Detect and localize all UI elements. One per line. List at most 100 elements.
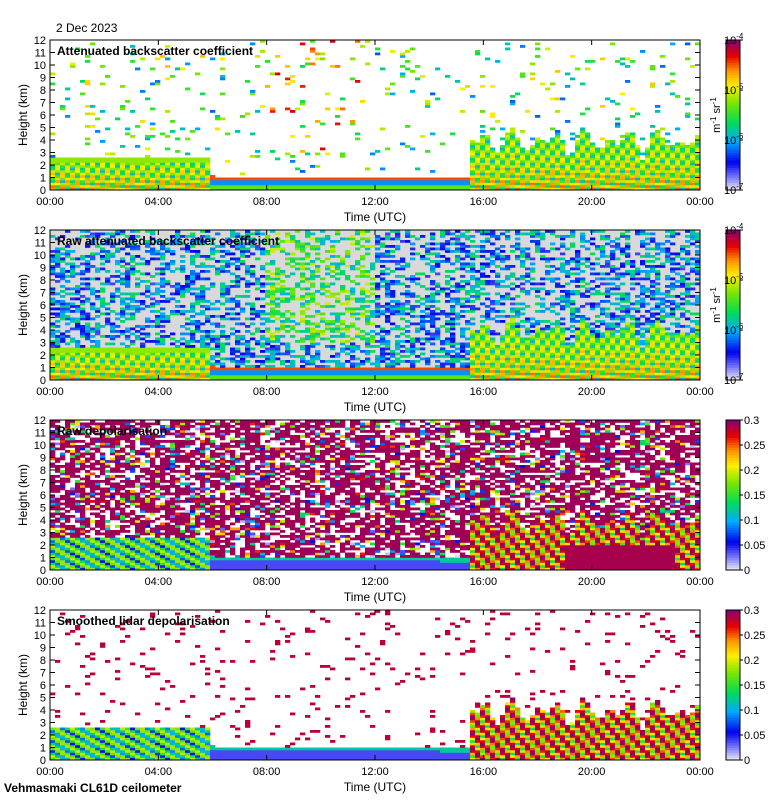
- y-tick-label: 5: [40, 123, 46, 135]
- x-tick-label: 12:00: [361, 576, 389, 588]
- x-tick-label: 12:00: [361, 766, 389, 778]
- y-tick-label: 9: [40, 453, 46, 465]
- x-tick-label: 04:00: [145, 386, 173, 398]
- y-tick-label: 3: [40, 718, 46, 730]
- x-tick-label: 12:00: [361, 196, 389, 208]
- colorbar-label: 0.1: [744, 515, 759, 527]
- colorbar-label: 0.3: [744, 415, 759, 427]
- colorbar-label: 0.2: [744, 465, 759, 477]
- x-tick-label: 04:00: [145, 766, 173, 778]
- colorbar-label: 10-5: [724, 272, 744, 287]
- x-axis-label: Time (UTC): [344, 780, 406, 794]
- y-tick-label: 10: [34, 440, 46, 452]
- colorbar-label: 10-7: [724, 372, 744, 387]
- x-tick-label: 00:00: [686, 766, 714, 778]
- x-axis-label: Time (UTC): [344, 590, 406, 604]
- colorbar-label: 0: [744, 565, 750, 577]
- y-tick-label: 6: [40, 680, 46, 692]
- colorbar-label: 0.25: [744, 630, 765, 642]
- y-tick-label: 11: [35, 238, 46, 250]
- y-tick-label: 3: [40, 338, 46, 350]
- x-axis-label: Time (UTC): [344, 210, 406, 224]
- colorbar: 0.30.250.20.150.10.050: [726, 605, 765, 767]
- y-tick-label: 8: [40, 275, 46, 287]
- y-tick-label: 9: [40, 263, 46, 275]
- y-tick-label: 12: [34, 225, 46, 237]
- y-axis-label: Height (km): [16, 654, 30, 716]
- colorbar: 10-410-510-610-7m-1 sr-1: [709, 32, 744, 197]
- x-tick-label: 00:00: [686, 386, 714, 398]
- colorbar-label: 10-5: [724, 82, 744, 97]
- y-tick-label: 10: [34, 60, 46, 72]
- x-tick-label: 16:00: [470, 386, 498, 398]
- colorbar-unit: m-1 sr-1: [709, 287, 723, 323]
- colorbar-label: 10-4: [724, 32, 744, 47]
- y-tick-label: 6: [40, 490, 46, 502]
- colorbar-label: 0.1: [744, 705, 759, 717]
- y-axis-label: Height (km): [16, 274, 30, 336]
- y-tick-label: 12: [34, 415, 46, 427]
- colorbar-label: 0.15: [744, 490, 765, 502]
- y-tick-label: 10: [34, 630, 46, 642]
- y-tick-label: 12: [34, 35, 46, 47]
- y-tick-label: 4: [40, 705, 46, 717]
- y-tick-label: 4: [40, 325, 46, 337]
- colorbar-label: 0.25: [744, 440, 765, 452]
- colorbar-unit: m-1 sr-1: [709, 97, 723, 133]
- x-tick-label: 04:00: [145, 196, 173, 208]
- y-tick-label: 6: [40, 110, 46, 122]
- y-tick-label: 4: [40, 515, 46, 527]
- y-tick-label: 1: [40, 173, 46, 185]
- panel-4: Smoothed lidar depolarisation01234567891…: [16, 605, 765, 794]
- x-tick-label: 12:00: [361, 386, 389, 398]
- x-tick-label: 00:00: [36, 766, 64, 778]
- x-tick-label: 16:00: [470, 766, 498, 778]
- y-tick-label: 7: [40, 98, 46, 110]
- y-tick-label: 8: [40, 465, 46, 477]
- y-tick-label: 8: [40, 655, 46, 667]
- colorbar-label: 10-6: [724, 322, 744, 337]
- y-tick-label: 11: [35, 428, 46, 440]
- colorbar: 0.3 0.25 0.2 0.15 0.1 0.05 0: [726, 415, 765, 577]
- y-tick-label: 7: [40, 478, 46, 490]
- y-tick-label: 2: [40, 350, 46, 362]
- x-tick-label: 00:00: [36, 576, 64, 588]
- y-tick-label: 12: [34, 605, 46, 617]
- x-tick-label: 08:00: [253, 386, 281, 398]
- colorbar-label: 0.15: [744, 680, 765, 692]
- y-tick-label: 5: [40, 313, 46, 325]
- panel-title: Raw attenuated backscatter coefficient: [57, 234, 279, 248]
- panel-1: Attenuated backscatter coefficient012345…: [16, 32, 744, 224]
- y-tick-label: 1: [40, 553, 46, 565]
- panel-2: Raw attenuated backscatter coefficient01…: [16, 222, 744, 414]
- y-tick-label: 9: [40, 73, 46, 85]
- x-tick-label: 20:00: [578, 386, 606, 398]
- x-tick-label: 20:00: [578, 766, 606, 778]
- x-tick-label: 20:00: [578, 576, 606, 588]
- panel-title: Smoothed lidar depolarisation: [57, 614, 230, 628]
- date-label: 2 Dec 2023: [56, 21, 118, 35]
- x-tick-label: 16:00: [470, 196, 498, 208]
- x-tick-label: 00:00: [686, 576, 714, 588]
- y-tick-label: 7: [40, 668, 46, 680]
- colorbar-label: 10-4: [724, 222, 744, 237]
- y-tick-label: 8: [40, 85, 46, 97]
- colorbar-label: 0.3: [744, 605, 759, 617]
- colorbar-label: 0.2: [744, 655, 759, 667]
- x-tick-label: 08:00: [253, 766, 281, 778]
- y-tick-label: 3: [40, 528, 46, 540]
- x-tick-label: 08:00: [253, 576, 281, 588]
- x-tick-label: 00:00: [36, 196, 64, 208]
- y-tick-label: 1: [40, 363, 46, 375]
- x-tick-label: 16:00: [470, 576, 498, 588]
- y-tick-label: 2: [40, 730, 46, 742]
- x-axis-label: Time (UTC): [344, 400, 406, 414]
- colorbar-label: 0.05: [744, 540, 765, 552]
- y-tick-label: 3: [40, 148, 46, 160]
- x-tick-label: 00:00: [36, 386, 64, 398]
- panel-title: Raw depolarisation: [57, 424, 167, 438]
- y-tick-label: 2: [40, 160, 46, 172]
- y-tick-label: 4: [40, 135, 46, 147]
